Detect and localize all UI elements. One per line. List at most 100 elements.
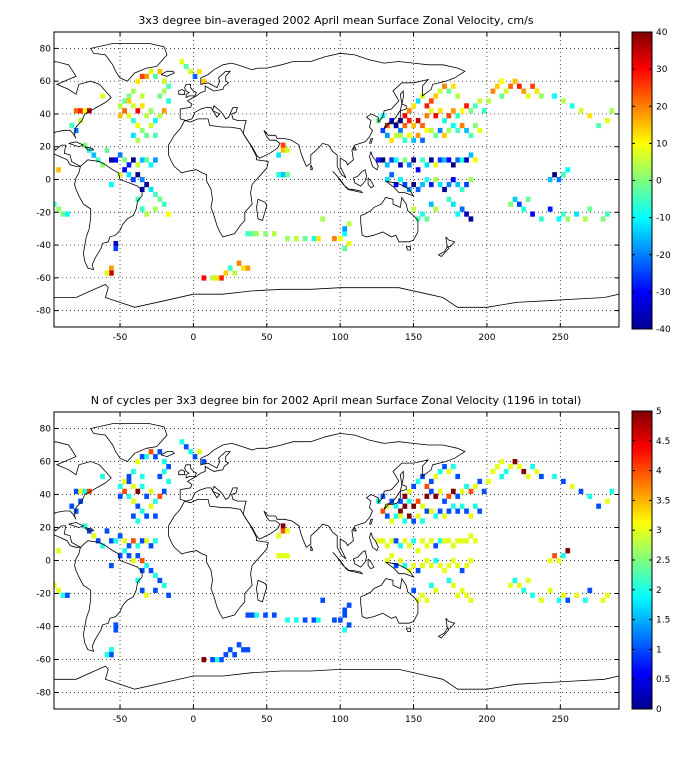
- coastline: [369, 518, 374, 525]
- bin-cell: [245, 231, 251, 237]
- bin-cell: [241, 647, 246, 653]
- bin-cell: [183, 444, 189, 450]
- bin-cell: [547, 587, 553, 593]
- bin-cell: [539, 93, 544, 99]
- bin-cell: [525, 196, 531, 202]
- bin-cell: [464, 562, 469, 569]
- bin-cell: [552, 93, 557, 99]
- bin-cell: [455, 592, 461, 598]
- bin-cell: [117, 553, 123, 559]
- bin-cell: [411, 483, 417, 490]
- bin-cell: [122, 538, 127, 544]
- panel-velocity: 3x3 degree bin–averaged 2002 April mean …: [36, 14, 671, 343]
- bin-cell: [446, 577, 452, 584]
- bin-cell: [464, 592, 469, 598]
- bin-cell: [100, 162, 105, 168]
- bin-cell: [450, 122, 456, 129]
- bin-cell: [104, 528, 110, 534]
- bin-cell: [285, 528, 290, 534]
- bin-cell: [512, 459, 518, 465]
- bin-cell: [384, 513, 390, 519]
- bin-cell: [249, 231, 255, 237]
- bin-cell: [197, 449, 202, 455]
- bin-cell: [415, 167, 421, 173]
- bin-cell: [126, 93, 132, 99]
- bin-cell: [285, 617, 290, 623]
- coastline: [352, 527, 357, 532]
- coastlines: [54, 43, 619, 327]
- bin-cell: [227, 647, 233, 653]
- bin-cell: [223, 270, 229, 276]
- bin-cell: [263, 612, 268, 618]
- bin-cell: [428, 478, 434, 485]
- x-tick-label: 150: [405, 715, 422, 725]
- y-tick-label: 80: [40, 44, 52, 54]
- coastline: [445, 618, 456, 629]
- bin-cell: [144, 513, 149, 519]
- bin-cell: [56, 587, 61, 593]
- bin-cell: [455, 211, 461, 217]
- bin-cell: [126, 113, 132, 119]
- bin-cell: [398, 177, 403, 183]
- bin-cell: [565, 597, 571, 603]
- colorbar-tick-label: 40: [656, 28, 668, 38]
- bin-cell: [442, 83, 447, 89]
- bin-cell: [73, 488, 79, 494]
- bin-cell: [384, 558, 390, 564]
- bin-cell: [455, 157, 461, 163]
- bin-cell: [139, 567, 145, 574]
- bin-cell: [144, 538, 149, 544]
- coastline: [399, 470, 404, 485]
- bin-cell: [179, 59, 185, 65]
- bin-cell: [446, 508, 452, 514]
- bin-cell: [232, 652, 238, 658]
- coastline: [310, 164, 313, 171]
- bin-cell: [472, 483, 478, 490]
- colorbar: 40 30 20 10 0 -10 -20 -30 -40: [631, 28, 671, 335]
- bin-cell: [139, 93, 145, 99]
- bin-cell: [153, 157, 158, 163]
- grid: [54, 412, 619, 709]
- bin-cell: [95, 538, 101, 544]
- bin-cell: [433, 587, 439, 593]
- bin-cell: [139, 473, 145, 480]
- bin-cell: [153, 132, 158, 139]
- x-tick-label: 50: [261, 333, 273, 343]
- bin-cell: [122, 108, 127, 114]
- bin-cell: [117, 152, 123, 158]
- bin-cell: [446, 113, 452, 119]
- bin-cell: [346, 221, 352, 227]
- bin-cell: [455, 538, 461, 544]
- bin-cell: [117, 172, 123, 178]
- coastline: [178, 469, 186, 476]
- coastline: [168, 118, 269, 238]
- bin-cell: [468, 558, 474, 564]
- bin-cell: [117, 483, 123, 490]
- bin-cell: [122, 478, 127, 485]
- bin-cell: [600, 216, 606, 222]
- bin-cell: [442, 513, 447, 519]
- bin-cell: [161, 459, 167, 465]
- bin-cell: [131, 513, 136, 519]
- bin-cell: [109, 265, 114, 271]
- bin-cell: [406, 132, 412, 139]
- coastline: [405, 246, 412, 251]
- bin-cell: [131, 177, 136, 183]
- bin-cell: [109, 181, 114, 188]
- bin-cell: [148, 162, 154, 168]
- bin-cell: [126, 493, 132, 499]
- bin-cell: [420, 157, 425, 163]
- bin-cell: [332, 617, 337, 623]
- coastline: [54, 441, 112, 548]
- bin-cell: [389, 157, 395, 163]
- bin-cell: [472, 122, 478, 129]
- bin-cell: [521, 88, 527, 94]
- bin-cell: [398, 543, 403, 549]
- x-tick-label: 0: [191, 333, 197, 343]
- bin-cell: [464, 127, 469, 134]
- bin-cell: [508, 83, 513, 89]
- bin-cell: [271, 231, 277, 237]
- coastline: [90, 43, 168, 82]
- x-tick-label: 0: [191, 715, 197, 725]
- bin-cell: [442, 132, 447, 139]
